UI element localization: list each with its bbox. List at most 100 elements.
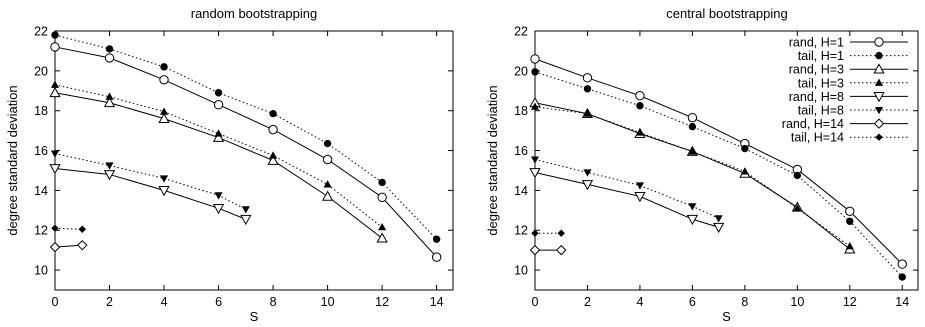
- legend-item: rand, H=3: [789, 63, 908, 77]
- data-point: [105, 162, 114, 170]
- y-axis-label: degree standard deviation: [485, 85, 500, 235]
- x-tick-label: 10: [321, 295, 335, 309]
- series-rand-h-1: [50, 42, 442, 262]
- data-point: [557, 229, 565, 237]
- data-point: [159, 107, 169, 115]
- series-line: [534, 71, 903, 278]
- y-tick-label: 18: [34, 104, 48, 118]
- x-tick-label: 0: [52, 295, 59, 309]
- legend-item: rand, H=14: [782, 117, 908, 131]
- y-tick-label: 20: [514, 64, 528, 78]
- data-point: [213, 100, 224, 110]
- chart-title: random bootstrapping: [191, 6, 317, 21]
- data-point: [793, 171, 802, 180]
- data-point: [214, 192, 223, 200]
- chart-panel-2: central bootstrapping 0 2 4 6 8 10 12 14 10 12 14 16…: [485, 6, 919, 324]
- data-point: [529, 244, 541, 256]
- series-rand-h-8: [529, 168, 725, 234]
- legend-item: tail, H=8: [798, 104, 908, 118]
- data-point: [49, 86, 61, 98]
- data-point: [105, 92, 114, 100]
- data-point: [741, 144, 749, 153]
- data-point: [378, 178, 386, 187]
- data-point: [531, 229, 539, 237]
- legend-item: tail, H=1: [798, 49, 908, 63]
- y-tick-label: 14: [34, 184, 48, 198]
- series-rand-h-14: [49, 239, 88, 253]
- legend-label: rand, H=8: [789, 90, 844, 104]
- data-point: [636, 102, 644, 110]
- data-point: [269, 151, 278, 159]
- series-tail-h-14: [51, 224, 86, 233]
- data-point: [159, 75, 169, 85]
- data-point: [51, 224, 59, 232]
- data-point: [635, 182, 644, 190]
- data-point: [712, 222, 725, 234]
- series-line: [54, 227, 83, 230]
- legend-label: tail, H=3: [798, 76, 844, 90]
- series-tail-h-3: [50, 80, 387, 231]
- data-point: [376, 232, 388, 243]
- x-tick-label: 8: [270, 295, 277, 309]
- x-tick-label: 0: [532, 295, 539, 309]
- data-point: [159, 175, 169, 183]
- data-point: [323, 139, 332, 148]
- x-axis-label: S: [250, 309, 259, 324]
- series-tail-h-8: [530, 156, 723, 223]
- x-tick-label: 14: [895, 295, 909, 309]
- data-point: [377, 192, 387, 203]
- series-line: [534, 159, 719, 219]
- y-tick-label: 16: [34, 144, 48, 158]
- data-point: [634, 192, 646, 203]
- data-point: [269, 109, 277, 118]
- data-point: [103, 96, 116, 108]
- data-point: [50, 80, 60, 88]
- series-rand-h-14: [529, 244, 567, 256]
- legend-label: rand, H=14: [782, 117, 844, 131]
- data-point: [581, 180, 594, 191]
- x-axis-label: S: [722, 309, 731, 324]
- plot-frame: [534, 30, 919, 291]
- data-point: [214, 129, 223, 137]
- y-tick-label: 22: [34, 25, 48, 39]
- y-tick-label: 22: [514, 25, 528, 39]
- legend-marker: [875, 51, 883, 60]
- x-tick-label: 6: [689, 295, 696, 309]
- data-point: [104, 53, 115, 63]
- x-tick-label: 6: [215, 295, 222, 309]
- data-point: [240, 214, 252, 226]
- data-point: [687, 112, 698, 123]
- series-rand-h-8: [49, 164, 252, 226]
- legend-item: tail, H=3: [798, 76, 908, 90]
- legend-marker: [874, 78, 884, 86]
- chart-panel-1: random bootstrapping 0 2 4 6 8 10 12 14 10 12 14 16 1…: [5, 6, 454, 324]
- data-point: [529, 168, 541, 179]
- y-tick-label: 12: [514, 224, 528, 238]
- legend-marker: [874, 106, 884, 115]
- x-tick-label: 2: [584, 295, 591, 309]
- legend-marker: [873, 92, 885, 103]
- data-point: [160, 63, 168, 71]
- data-point: [321, 190, 334, 201]
- data-point: [431, 252, 442, 262]
- data-point: [530, 156, 540, 164]
- legend-label: rand, H=1: [789, 36, 844, 50]
- data-point: [78, 225, 86, 233]
- data-point: [51, 31, 59, 39]
- y-tick-label: 12: [34, 224, 48, 238]
- data-point: [583, 169, 592, 177]
- data-point: [897, 259, 907, 269]
- data-point: [531, 68, 539, 76]
- data-point: [530, 102, 540, 110]
- series-line: [54, 46, 438, 258]
- data-point: [714, 215, 723, 223]
- data-point: [845, 241, 854, 250]
- x-tick-label: 14: [430, 295, 444, 309]
- y-tick-label: 20: [34, 64, 48, 78]
- series-tail-h-3: [530, 102, 854, 250]
- x-tick-label: 12: [375, 295, 389, 309]
- series-tail-h-14: [531, 229, 565, 237]
- y-tick-label: 10: [34, 264, 48, 278]
